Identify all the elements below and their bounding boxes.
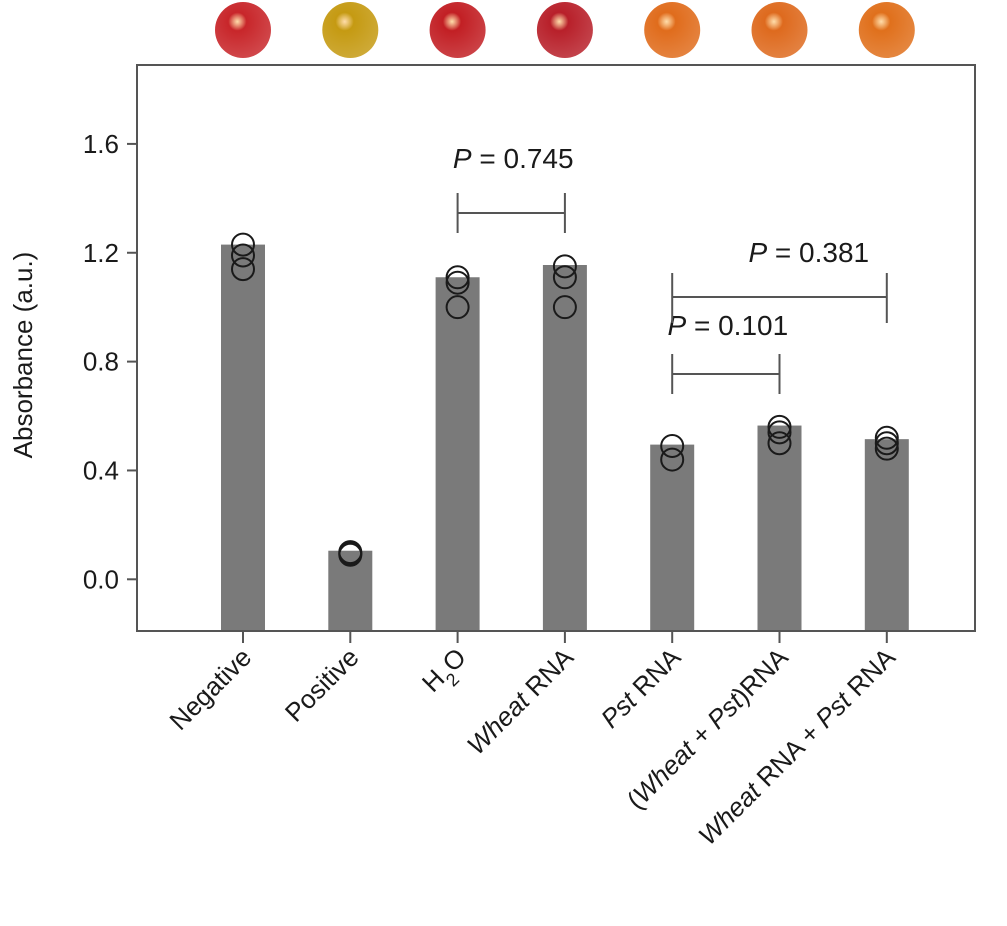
bar-6 bbox=[864, 439, 909, 631]
y-tick-label: 1.2 bbox=[83, 238, 119, 268]
x-category-label: Pst RNA bbox=[595, 642, 687, 734]
replicate-point bbox=[338, 540, 363, 565]
replicate-point bbox=[874, 431, 899, 456]
y-tick-label: 0.8 bbox=[83, 347, 119, 377]
bead-photo-row bbox=[215, 2, 915, 58]
bead-image-3 bbox=[536, 2, 593, 58]
replicate-point bbox=[767, 414, 792, 439]
replicate-point bbox=[231, 232, 255, 257]
x-category-label: Wheat RNA + Pst RNA bbox=[692, 642, 901, 851]
replicate-point bbox=[874, 436, 899, 461]
replicate-point bbox=[874, 425, 899, 450]
replicate-point bbox=[445, 265, 470, 290]
replicate-point bbox=[552, 254, 577, 279]
bar-series bbox=[221, 244, 909, 631]
comparison-bracket: P = 0.745 bbox=[453, 143, 574, 233]
x-category-label: Negative bbox=[163, 642, 257, 736]
replicate-point bbox=[767, 431, 792, 456]
bar-2 bbox=[435, 277, 480, 631]
bar-3 bbox=[542, 265, 587, 631]
bar-0 bbox=[221, 244, 265, 631]
bead-image-1 bbox=[322, 2, 379, 58]
y-tick-labels: 0.0 0.4 0.8 1.2 1.6 bbox=[83, 129, 119, 594]
plot-frame bbox=[136, 64, 976, 632]
replicate-point bbox=[660, 433, 685, 458]
replicate-point bbox=[445, 270, 470, 295]
replicate-point bbox=[445, 295, 470, 320]
x-category-label: Wheat RNA bbox=[461, 642, 580, 761]
comparison-bracket: P = 0.101 bbox=[668, 310, 789, 394]
y-tick-label: 0.0 bbox=[83, 564, 119, 594]
replicate-point bbox=[231, 257, 255, 282]
replicate-point bbox=[767, 420, 792, 445]
bead-image-2 bbox=[429, 2, 486, 58]
bead-image-5 bbox=[751, 2, 808, 58]
y-tick-label: 0.4 bbox=[83, 455, 119, 485]
significance-brackets: P = 0.745 P = 0.101 P = 0.381 bbox=[453, 143, 888, 394]
p-value-label: P = 0.745 bbox=[453, 143, 574, 174]
replicate-point bbox=[552, 295, 577, 320]
x-category-label: Positive bbox=[279, 642, 365, 728]
comparison-bracket: P = 0.381 bbox=[671, 237, 888, 323]
y-axis-title: Absorbance (a.u.) bbox=[8, 252, 38, 459]
x-category-label: H2O bbox=[416, 642, 478, 704]
axes bbox=[127, 64, 976, 643]
replicate-points bbox=[231, 232, 899, 567]
replicate-point bbox=[552, 265, 577, 290]
bead-image-6 bbox=[858, 2, 915, 58]
y-tick-label: 1.6 bbox=[83, 129, 119, 159]
bead-image-4 bbox=[644, 2, 701, 58]
replicate-point bbox=[231, 243, 255, 268]
bead-image-0 bbox=[215, 2, 271, 58]
p-value-label: P = 0.381 bbox=[748, 237, 869, 268]
p-value-label: P = 0.101 bbox=[668, 310, 789, 341]
bar-5 bbox=[757, 425, 802, 631]
replicate-point bbox=[660, 447, 685, 472]
bar-4 bbox=[650, 444, 695, 631]
